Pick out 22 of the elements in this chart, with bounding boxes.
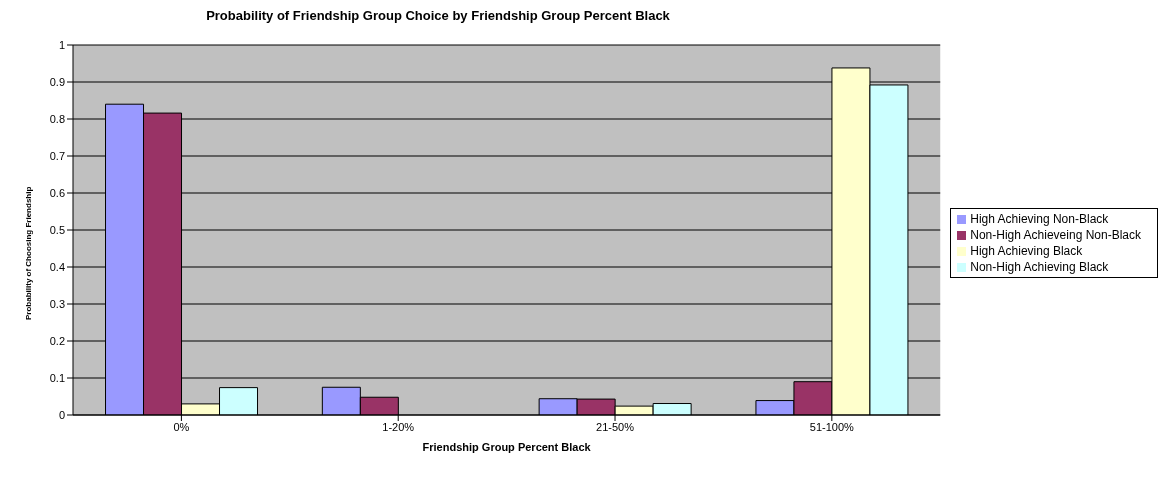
legend-label: Non-High Achieveing Non-Black xyxy=(970,228,1141,242)
chart-title: Probability of Friendship Group Choice by Friendship Group Percent Black xyxy=(205,8,671,23)
y-tick-label: 0.2 xyxy=(49,334,65,347)
legend-label: High Achieving Non-Black xyxy=(970,212,1109,226)
y-tick-label: 0.6 xyxy=(49,186,65,199)
y-tick-label: 0.8 xyxy=(49,112,65,125)
y-tick-label: 0.1 xyxy=(49,371,65,384)
y-tick-label: 0 xyxy=(58,408,65,421)
y-tick-label: 1 xyxy=(58,38,65,51)
y-tick-label: 0.3 xyxy=(49,297,65,310)
y-tick-label: 0.9 xyxy=(49,75,65,88)
legend-label: High Achieving Black xyxy=(970,244,1083,258)
y-tick-label: 0.4 xyxy=(49,260,65,273)
x-axis-title: Friendship Group Percent Black xyxy=(422,441,592,453)
legend-label: Non-High Achieving Black xyxy=(970,260,1109,274)
y-axis-title: Probability of Choosing Friendship xyxy=(23,186,33,320)
x-tick-label: 51-100% xyxy=(809,420,855,433)
y-tick-label: 0.5 xyxy=(49,223,65,236)
y-tick-label: 0.7 xyxy=(49,149,65,162)
x-tick-label: 21-50% xyxy=(596,420,635,433)
x-tick-label: 1-20% xyxy=(382,420,415,433)
x-tick-label: 0% xyxy=(173,420,190,433)
